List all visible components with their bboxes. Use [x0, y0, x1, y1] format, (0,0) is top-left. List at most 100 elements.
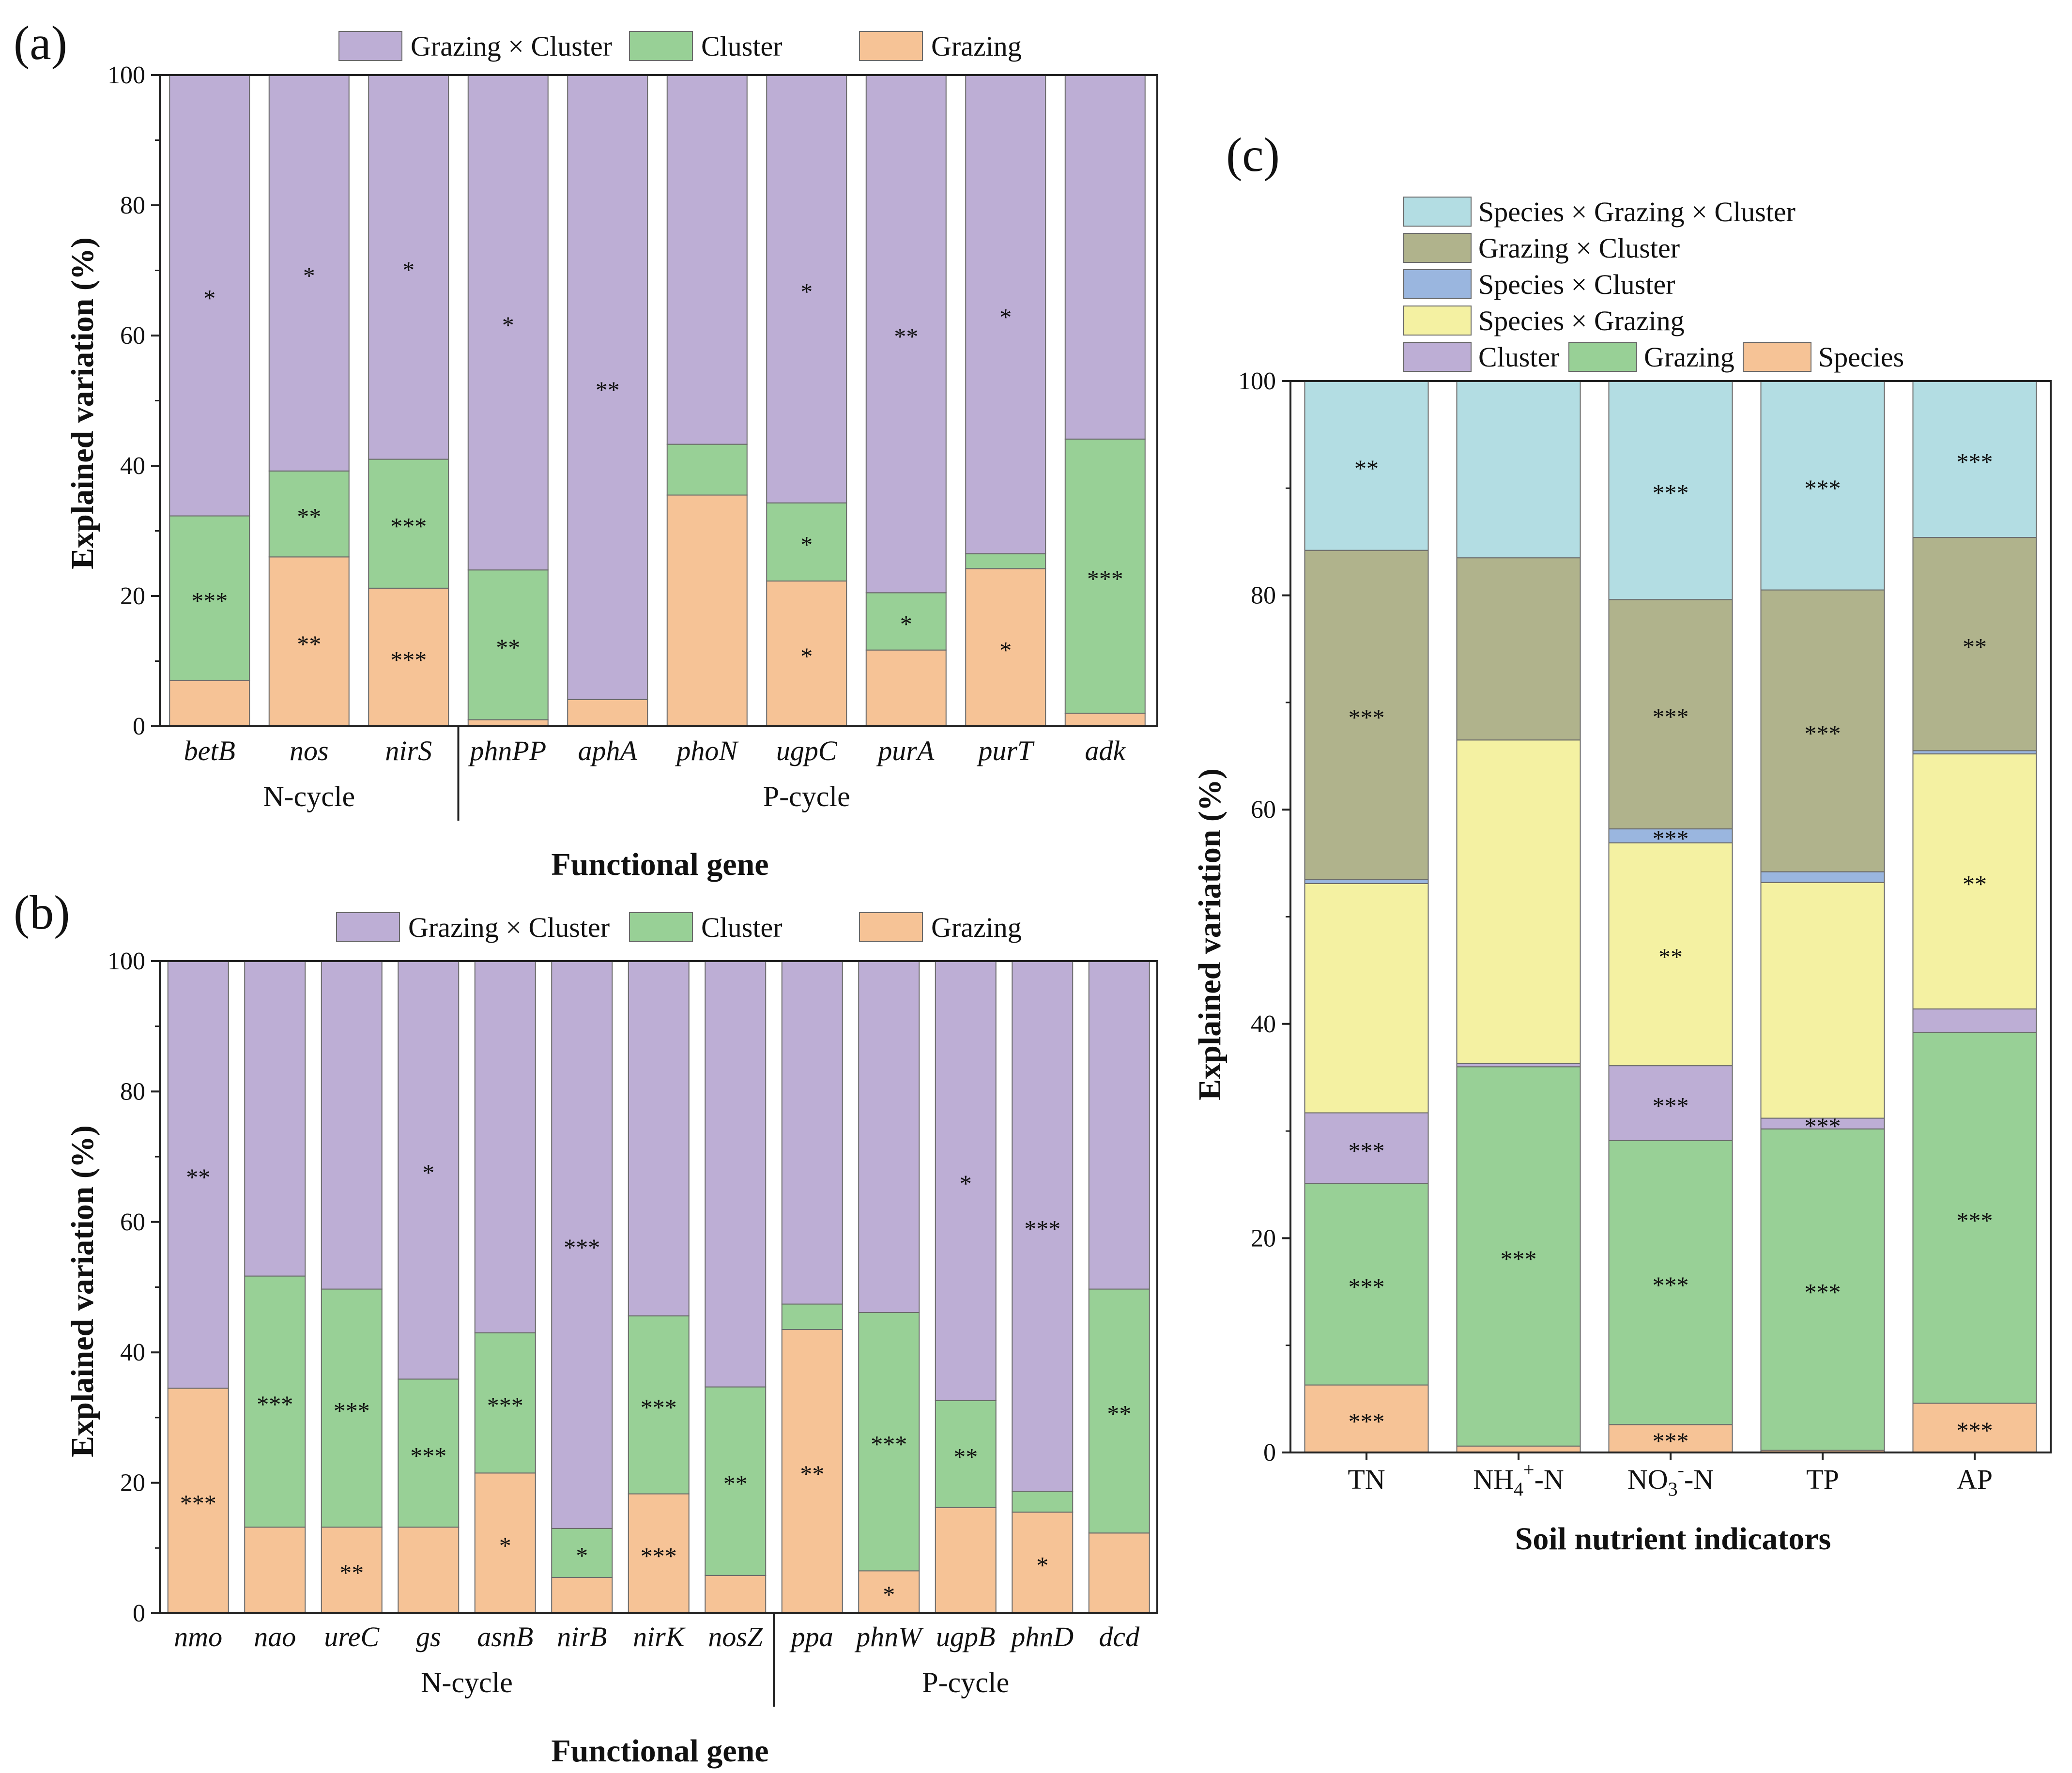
bar-grazing-ppa [781, 1329, 843, 1614]
bar-species-x-cluster-tp [1760, 871, 1885, 883]
bar-grazing-x-cluster-ugpC [766, 75, 847, 504]
bar-grazing-x-cluster-nos [268, 75, 350, 472]
legend-label-cluster: Cluster [701, 912, 783, 943]
bar-grazing-ap [1912, 1032, 2037, 1404]
x-tick-label-ppa: ppa [789, 1621, 833, 1652]
bar-grazing-asnB [474, 1472, 536, 1614]
significance-cluster-ureC: *** [334, 1397, 370, 1424]
legend-label-grazing: Grazing [1644, 341, 1734, 373]
significance-cluster-nirB: * [576, 1542, 588, 1569]
bar-grazing-x-cluster-phnPP [467, 75, 549, 571]
significance-cluster-no3-n: *** [1653, 1092, 1689, 1119]
legend-label-species-x-cluster: Species × Cluster [1478, 269, 1675, 300]
bar-grazing-x-cluster-phnD [1012, 961, 1074, 1492]
significance-species-x-grazing-x-cluster-ap: *** [1957, 448, 1993, 475]
significance-grazing-ppa: ** [800, 1460, 824, 1487]
significance-grazing-x-cluster-aphA: ** [596, 376, 620, 403]
significance-grazing-nh4-n: *** [1501, 1245, 1537, 1272]
x-tick-label-nirB: nirB [557, 1621, 607, 1652]
significance-cluster-nirS: *** [390, 513, 427, 540]
bar-cluster-ap [1912, 1008, 2037, 1033]
bar-grazing-x-cluster-nirS [368, 75, 449, 460]
panel-b-chart: (b) Grazing × Cluster Cluster Grazing ****… [14, 886, 1158, 1769]
bar-cluster-phnW [858, 1312, 920, 1572]
bar-grazing-x-cluster-tn [1304, 550, 1429, 880]
significance-grazing-tn: *** [1349, 1273, 1385, 1300]
bar-grazing-x-cluster-phnW [858, 961, 920, 1314]
significance-cluster-nosZ: ** [723, 1470, 748, 1497]
x-tick-label-ureC: ureC [324, 1621, 380, 1652]
significance-cluster-nao: *** [257, 1391, 293, 1418]
bar-grazing-x-cluster-nosZ [705, 961, 767, 1388]
bar-cluster-phoN [666, 443, 748, 496]
bar-grazing-x-cluster-dcd [1088, 961, 1150, 1290]
bar-grazing-x-cluster-phoN [666, 75, 748, 445]
panel-b-y-axis-title: Explained variation (%) [65, 1125, 100, 1457]
significance-species-no3-n: *** [1653, 1427, 1689, 1454]
bar-species-x-grazing-no3-n [1608, 842, 1733, 1067]
significance-cluster-nirK: *** [641, 1394, 677, 1421]
panel-c-letter: (c) [1226, 128, 1280, 182]
bar-grazing-nirB [551, 1576, 613, 1614]
panel-a-axes: betB nos nirS phnPP aphA phoN ugpC purA purT adk N… [107, 61, 1158, 821]
legend-label-grazing: Grazing [931, 912, 1022, 943]
x-tick-label-tp: TP [1806, 1464, 1839, 1495]
legend-label-species-x-grazing-x-cluster: Species × Grazing × Cluster [1478, 196, 1796, 228]
y-tick-label: 60 [1251, 796, 1276, 824]
bar-cluster-ureC [321, 1288, 383, 1528]
group-label-p-cycle: P-cycle [922, 1666, 1009, 1698]
x-tick-label-gs: gs [416, 1621, 441, 1652]
x-tick-label-ap: AP [1957, 1464, 1993, 1495]
significance-species-x-grazing-x-cluster-tp: *** [1805, 474, 1841, 502]
significance-grazing-nmo: *** [180, 1490, 216, 1517]
bar-grazing-betB [169, 680, 250, 727]
significance-grazing-phnW: * [883, 1581, 895, 1608]
significance-grazing-x-cluster-betB: * [203, 284, 215, 311]
bar-grazing-dcd [1088, 1532, 1150, 1614]
bar-cluster-ppa [781, 1303, 843, 1330]
legend-label-species: Species [1818, 341, 1904, 373]
bar-species-no3-n [1608, 1424, 1733, 1453]
panel-a-legend: Grazing × Cluster Cluster Grazing [338, 31, 1022, 62]
x-tick-label-phnW: phnW [854, 1621, 924, 1652]
significance-grazing-x-cluster-phnD: *** [1024, 1215, 1060, 1242]
bar-grazing-x-cluster-nh4-n [1456, 557, 1581, 741]
x-tick-label-phnPP: phnPP [468, 735, 546, 766]
bar-cluster-nao [244, 1275, 306, 1528]
panel-a-bars: ******************************** [169, 75, 1146, 727]
bar-grazing-x-cluster-betB [169, 75, 250, 517]
significance-grazing-x-cluster-no3-n: *** [1653, 703, 1689, 730]
bar-grazing-x-cluster-nmo [167, 961, 229, 1389]
x-tick-label-adk: adk [1085, 735, 1126, 766]
significance-cluster-purA: * [900, 610, 912, 637]
panel-c-legend: Species × Grazing × Cluster Grazing × Clu… [1403, 196, 1904, 373]
bar-cluster-adk [1064, 438, 1146, 714]
bar-grazing-tp [1760, 1128, 1885, 1451]
significance-species-ap: *** [1957, 1417, 1993, 1444]
bar-grazing-x-cluster-ugpB [935, 961, 997, 1401]
significance-grazing-nirS: *** [390, 646, 427, 673]
panel-c-axes: TN NH4+-N NO3--N TP AP 0 20 40 60 80 100 [1238, 367, 2052, 1500]
significance-grazing-tp: *** [1805, 1279, 1841, 1306]
x-tick-label-phoN: phoN [675, 735, 739, 766]
y-tick-label: 0 [133, 1600, 145, 1627]
bar-grazing-nao [244, 1527, 306, 1614]
x-tick-label-nosZ: nosZ [708, 1621, 763, 1652]
bar-grazing-x-cluster-tp [1760, 589, 1885, 872]
significance-grazing-x-cluster-tn: *** [1349, 703, 1385, 731]
bar-grazing-x-cluster-no3-n [1608, 599, 1733, 830]
legend-label-cluster: Cluster [1478, 341, 1560, 373]
bar-grazing-x-cluster-nao [244, 961, 306, 1277]
bar-species-x-grazing-x-cluster-no3-n [1608, 381, 1733, 600]
bar-grazing-x-cluster-gs [398, 961, 460, 1380]
y-tick-label: 20 [120, 1469, 145, 1497]
legend-label-grazing: Grazing [931, 31, 1022, 62]
significance-species-x-grazing-x-cluster-no3-n: *** [1653, 479, 1689, 506]
significance-species-x-grazing-x-cluster-tn: ** [1354, 455, 1379, 482]
y-tick-label: 100 [107, 61, 145, 89]
legend-swatch-grazing [859, 31, 923, 61]
bar-cluster-phnPP [467, 569, 549, 720]
significance-grazing-nos: ** [297, 630, 321, 657]
bar-grazing-x-cluster-ap [1912, 537, 2037, 751]
bar-grazing-adk [1064, 713, 1146, 727]
